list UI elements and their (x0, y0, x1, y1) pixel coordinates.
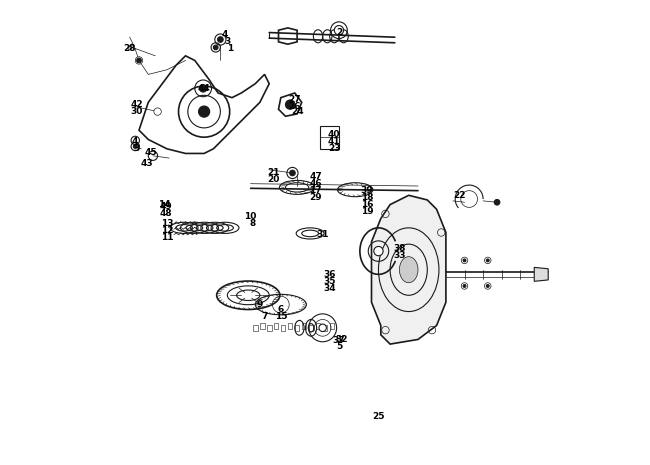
Text: 24: 24 (291, 107, 304, 116)
Text: 25: 25 (372, 412, 385, 421)
Circle shape (463, 285, 466, 287)
Bar (320, 126, 339, 149)
Text: 44: 44 (198, 84, 211, 93)
Bar (274, 323, 278, 329)
Circle shape (290, 170, 295, 176)
Text: 37: 37 (333, 336, 345, 345)
Text: 4: 4 (222, 30, 228, 40)
Text: 42: 42 (131, 100, 143, 109)
Text: 17: 17 (309, 186, 322, 195)
Text: 10: 10 (244, 212, 257, 221)
Text: 7: 7 (261, 312, 268, 321)
Text: 21: 21 (268, 167, 280, 177)
Circle shape (494, 199, 500, 205)
Bar (253, 325, 257, 331)
Text: 46: 46 (309, 179, 322, 188)
Circle shape (213, 45, 218, 50)
Text: 35: 35 (324, 277, 336, 286)
Circle shape (486, 259, 489, 262)
Text: 3: 3 (224, 37, 231, 47)
Text: 31: 31 (317, 230, 329, 239)
Text: 20: 20 (268, 174, 280, 184)
Text: 11: 11 (161, 232, 173, 242)
Text: 41: 41 (328, 137, 341, 146)
Bar (309, 325, 313, 331)
Text: 22: 22 (454, 191, 466, 200)
Text: 39: 39 (361, 186, 373, 195)
Circle shape (154, 108, 161, 115)
Circle shape (285, 100, 294, 109)
Text: 36: 36 (324, 270, 336, 279)
Text: 1: 1 (227, 44, 233, 53)
Ellipse shape (399, 257, 418, 283)
Bar (294, 325, 300, 331)
Circle shape (200, 85, 207, 92)
Text: 32: 32 (335, 335, 348, 344)
Text: 9: 9 (257, 300, 263, 309)
Bar (288, 323, 292, 329)
Circle shape (135, 57, 143, 64)
Text: 33: 33 (393, 251, 406, 260)
Text: 29: 29 (309, 193, 322, 202)
Text: 23: 23 (328, 144, 341, 153)
Text: 38: 38 (393, 244, 406, 253)
Bar (322, 325, 328, 331)
Circle shape (486, 285, 489, 287)
Text: 14: 14 (158, 200, 171, 209)
Bar (316, 323, 320, 329)
Text: 47: 47 (309, 172, 322, 181)
Ellipse shape (237, 290, 260, 300)
Text: 45: 45 (144, 147, 157, 157)
Circle shape (463, 259, 466, 262)
Bar (330, 323, 334, 329)
Text: 27: 27 (289, 95, 301, 105)
Text: 16: 16 (361, 200, 373, 209)
Polygon shape (372, 195, 446, 344)
Bar (260, 323, 265, 329)
Circle shape (319, 324, 326, 332)
Text: 13: 13 (161, 219, 173, 228)
Text: 5: 5 (336, 342, 342, 351)
Text: 40: 40 (328, 130, 341, 140)
Text: 48: 48 (160, 209, 172, 219)
Text: 15: 15 (274, 312, 287, 321)
Circle shape (374, 246, 383, 256)
Text: 6: 6 (278, 305, 284, 314)
Text: 30: 30 (131, 107, 143, 116)
Bar (267, 325, 272, 331)
Text: 28: 28 (124, 44, 136, 53)
Text: 3: 3 (133, 144, 140, 153)
Circle shape (218, 37, 223, 42)
Circle shape (198, 106, 210, 117)
Circle shape (136, 58, 141, 63)
Text: 2: 2 (336, 28, 342, 37)
Polygon shape (534, 267, 548, 281)
Text: 19: 19 (361, 207, 373, 216)
Text: 18: 18 (361, 193, 373, 202)
Text: 12: 12 (161, 226, 173, 235)
Text: 4: 4 (131, 137, 138, 146)
Text: 8: 8 (250, 219, 256, 228)
Text: 43: 43 (141, 159, 153, 168)
Circle shape (133, 145, 137, 148)
Bar (281, 325, 285, 331)
Bar (302, 323, 306, 329)
Text: 34: 34 (323, 284, 336, 293)
Text: 26: 26 (289, 102, 301, 112)
Circle shape (334, 26, 344, 35)
Text: 49: 49 (160, 202, 172, 212)
